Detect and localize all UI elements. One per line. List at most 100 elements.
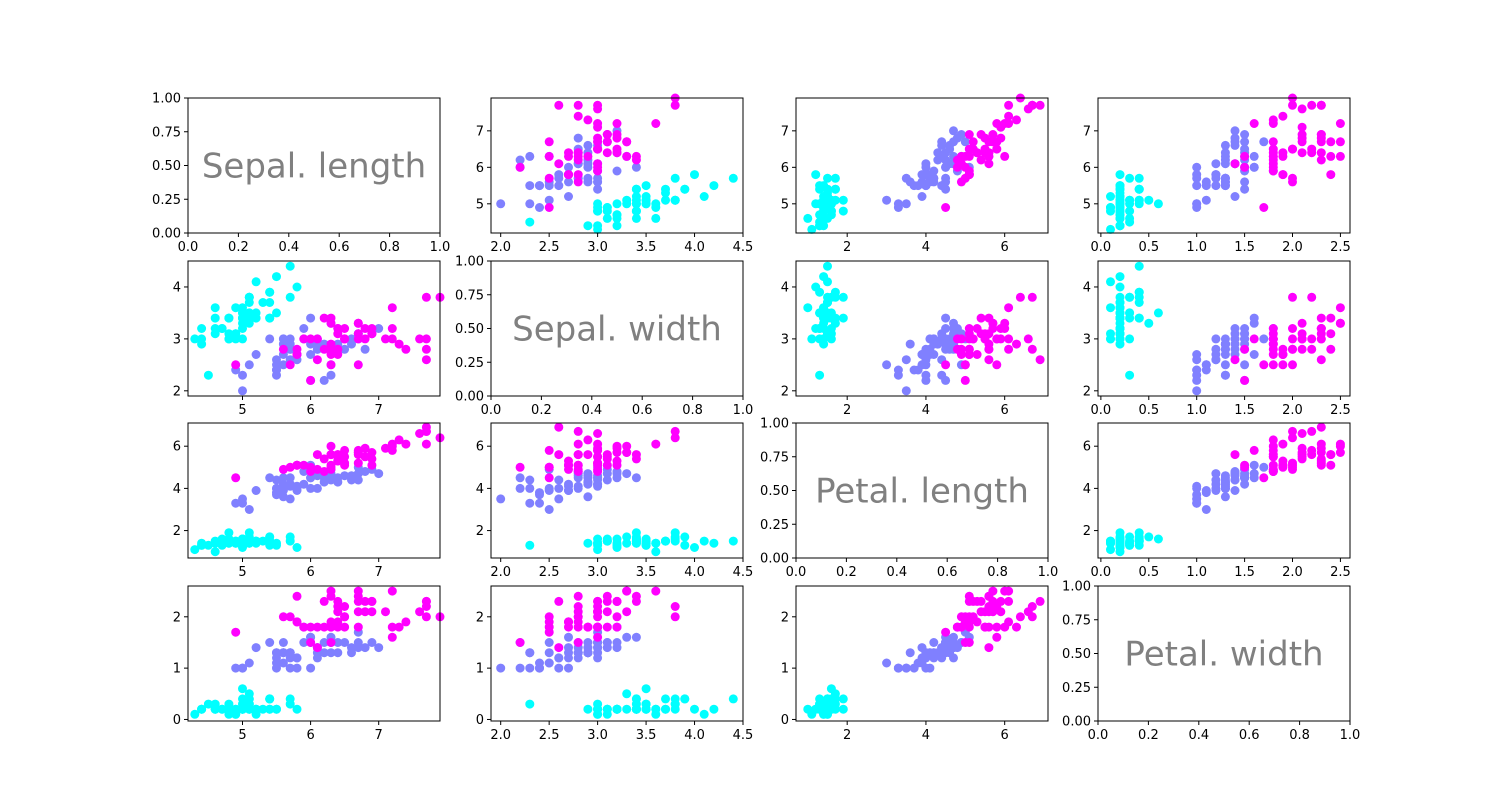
data-point bbox=[1316, 324, 1326, 333]
data-point bbox=[631, 528, 641, 538]
data-point bbox=[340, 334, 350, 344]
data-point bbox=[1278, 170, 1288, 180]
data-point bbox=[285, 532, 295, 542]
data-point bbox=[326, 638, 336, 647]
y-tick-label: 3 bbox=[173, 332, 181, 347]
data-point bbox=[353, 622, 363, 632]
data-point bbox=[1288, 426, 1297, 436]
data-point bbox=[326, 450, 336, 460]
data-point bbox=[992, 119, 1002, 128]
data-point bbox=[554, 483, 564, 493]
data-point bbox=[496, 494, 506, 504]
data-point bbox=[670, 195, 680, 205]
data-point bbox=[583, 477, 593, 487]
data-point bbox=[340, 344, 350, 354]
x-tick-label: 2.5 bbox=[1330, 403, 1351, 418]
y-tick-label: 1 bbox=[781, 662, 789, 677]
data-point bbox=[326, 370, 336, 380]
data-point bbox=[265, 638, 275, 647]
data-point bbox=[838, 206, 848, 216]
data-point bbox=[231, 473, 241, 483]
data-point bbox=[1004, 100, 1014, 110]
data-point bbox=[1249, 460, 1259, 470]
data-point bbox=[319, 313, 329, 323]
data-point bbox=[285, 473, 295, 483]
data-point bbox=[815, 181, 825, 191]
data-point bbox=[1027, 612, 1037, 622]
data-point bbox=[381, 334, 390, 344]
data-point bbox=[210, 547, 220, 557]
data-point bbox=[515, 483, 525, 493]
data-point bbox=[347, 643, 356, 653]
data-point bbox=[984, 643, 994, 653]
plot-area bbox=[491, 261, 743, 396]
data-point bbox=[830, 173, 840, 183]
data-point bbox=[593, 699, 603, 709]
data-point bbox=[238, 663, 247, 673]
y-tick-label: 0.50 bbox=[1062, 647, 1091, 662]
data-point bbox=[631, 704, 641, 714]
x-tick-label: 4 bbox=[922, 240, 930, 255]
data-point bbox=[535, 498, 544, 508]
x-tick-label: 4.0 bbox=[684, 240, 705, 255]
data-point bbox=[670, 426, 680, 436]
data-point bbox=[292, 282, 302, 292]
data-point bbox=[231, 498, 241, 508]
data-point bbox=[949, 137, 958, 147]
data-point bbox=[525, 483, 535, 493]
data-point bbox=[573, 617, 583, 627]
x-tick-label: 4.5 bbox=[733, 728, 754, 743]
x-tick-label: 0.0 bbox=[481, 403, 502, 418]
data-point bbox=[602, 469, 612, 479]
data-point bbox=[1027, 100, 1037, 110]
data-point bbox=[1125, 334, 1135, 344]
data-point bbox=[661, 704, 670, 714]
data-point bbox=[992, 632, 1002, 642]
data-point bbox=[1106, 545, 1115, 555]
data-point bbox=[353, 360, 363, 370]
data-point bbox=[823, 298, 832, 307]
data-point bbox=[1004, 586, 1014, 596]
x-tick-label: 1.0 bbox=[1186, 565, 1207, 580]
data-point bbox=[917, 192, 927, 201]
data-point bbox=[622, 137, 632, 147]
panel-sepal-length-vs-petal-width: 0.0 0.5 1.0 1.5 2.0 2.5 5 6 7 bbox=[1083, 93, 1351, 255]
data-point bbox=[278, 473, 288, 483]
data-point bbox=[583, 538, 593, 548]
y-tick-label: 4 bbox=[1083, 280, 1091, 295]
data-point bbox=[1012, 339, 1021, 349]
data-point bbox=[964, 350, 974, 359]
data-point bbox=[583, 648, 593, 658]
data-point bbox=[381, 443, 390, 453]
data-point bbox=[244, 528, 254, 538]
data-point bbox=[421, 344, 431, 354]
data-point bbox=[1106, 334, 1115, 344]
data-point bbox=[387, 586, 397, 596]
data-point bbox=[1297, 148, 1307, 158]
data-point bbox=[340, 602, 350, 611]
data-point bbox=[622, 448, 632, 457]
x-tick-label: 5 bbox=[238, 403, 246, 418]
data-point bbox=[593, 445, 603, 455]
data-point bbox=[564, 486, 573, 495]
data-point bbox=[1259, 360, 1269, 370]
y-tick-label: 0 bbox=[173, 713, 181, 728]
data-point bbox=[258, 704, 268, 714]
data-point bbox=[925, 344, 935, 354]
data-point bbox=[1115, 298, 1125, 307]
data-point bbox=[319, 638, 329, 647]
data-point bbox=[925, 663, 935, 673]
data-point bbox=[631, 536, 641, 546]
data-point bbox=[1307, 426, 1317, 436]
data-point bbox=[622, 632, 632, 642]
data-point bbox=[622, 199, 632, 209]
data-point bbox=[1004, 617, 1014, 627]
data-point bbox=[1153, 308, 1163, 318]
data-point bbox=[326, 591, 336, 601]
data-point bbox=[956, 177, 966, 187]
data-point bbox=[285, 699, 295, 709]
data-point bbox=[1316, 355, 1326, 365]
data-point bbox=[1240, 344, 1250, 354]
